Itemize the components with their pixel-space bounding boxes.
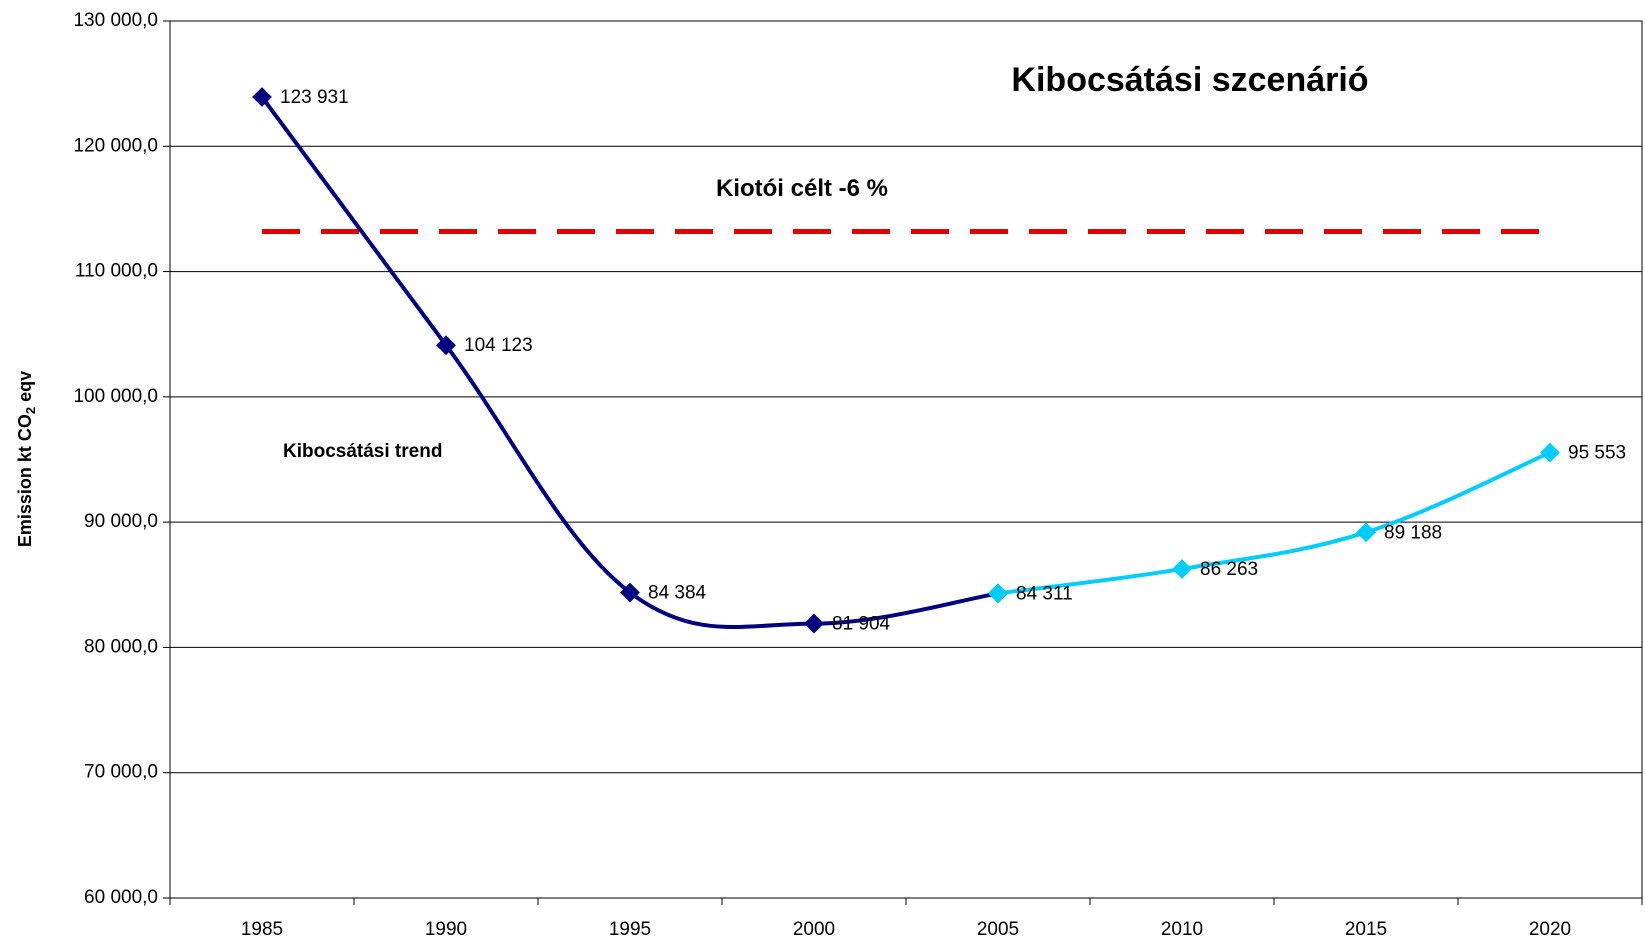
- series-line: [260, 95, 999, 629]
- chart-title: Kibocsátási szcenárió: [1011, 61, 1368, 99]
- y-tick-label: 100 000,0: [73, 386, 158, 407]
- x-tick-label: 2005: [977, 919, 1019, 940]
- y-tick-label: 80 000,0: [84, 636, 158, 657]
- y-tick-label: 120 000,0: [73, 135, 158, 156]
- data-label: 123 931: [280, 87, 349, 108]
- x-tick-label: 2010: [1161, 919, 1203, 940]
- y-tick-label: 70 000,0: [84, 762, 158, 783]
- y-tick-label: 110 000,0: [75, 261, 158, 282]
- data-label: 81 904: [832, 614, 891, 635]
- x-tick-label: 1995: [609, 919, 651, 940]
- data-label: 84 311: [1016, 583, 1073, 604]
- series-line: [997, 450, 1551, 596]
- y-axis-label: Emission kt CO2 eqv: [15, 371, 39, 547]
- x-tick-label: 2020: [1529, 919, 1571, 940]
- marker: [1172, 559, 1192, 579]
- y-axis-label-part: eqv: [15, 371, 35, 407]
- marker: [1356, 522, 1376, 543]
- y-axis-label-part: Emission kt CO: [15, 414, 35, 547]
- y-tick-label: 60 000,0: [84, 887, 158, 908]
- data-label: 84 384: [648, 583, 707, 604]
- marker: [988, 583, 1008, 604]
- x-tick-label: 2000: [793, 919, 835, 940]
- data-label: 104 123: [464, 335, 533, 356]
- y-axis-label-sub: 2: [23, 407, 38, 414]
- marker: [436, 335, 456, 356]
- marker: [804, 613, 824, 634]
- marker: [620, 582, 640, 603]
- data-label: 89 188: [1384, 522, 1442, 543]
- series-label: Kibocsátási trend: [283, 441, 442, 462]
- marker: [1540, 442, 1560, 463]
- data-label: 86 263: [1200, 559, 1258, 580]
- y-tick-label: 90 000,0: [84, 511, 158, 532]
- x-tick-label: 1990: [425, 919, 467, 940]
- x-tick-label: 2015: [1345, 919, 1387, 940]
- data-label: 95 553: [1568, 443, 1626, 464]
- marker: [252, 87, 272, 107]
- x-tick-label: 1985: [241, 919, 283, 940]
- reference-label: Kiotói célt -6 %: [716, 175, 888, 202]
- y-tick-label: 130 000,0: [73, 10, 158, 31]
